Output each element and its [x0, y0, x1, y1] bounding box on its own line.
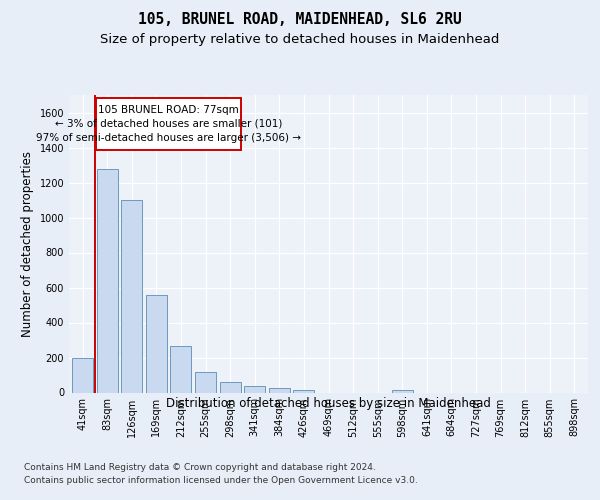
Text: 105, BRUNEL ROAD, MAIDENHEAD, SL6 2RU: 105, BRUNEL ROAD, MAIDENHEAD, SL6 2RU [138, 12, 462, 28]
Text: ← 3% of detached houses are smaller (101): ← 3% of detached houses are smaller (101… [55, 119, 283, 129]
Text: Size of property relative to detached houses in Maidenhead: Size of property relative to detached ho… [100, 32, 500, 46]
Bar [97, 170, 118, 392]
Bar [170, 346, 191, 393]
Bar [72, 358, 93, 392]
FancyBboxPatch shape [96, 98, 241, 150]
Bar [121, 200, 142, 392]
Text: Contains public sector information licensed under the Open Government Licence v3: Contains public sector information licen… [24, 476, 418, 485]
Text: 97% of semi-detached houses are larger (3,506) →: 97% of semi-detached houses are larger (… [36, 133, 301, 143]
Bar [146, 296, 167, 392]
Bar [220, 382, 241, 392]
Bar [293, 390, 314, 392]
Y-axis label: Number of detached properties: Number of detached properties [21, 151, 34, 337]
Text: Contains HM Land Registry data © Crown copyright and database right 2024.: Contains HM Land Registry data © Crown c… [24, 462, 376, 471]
Bar [392, 390, 413, 392]
Bar [195, 372, 216, 392]
Bar [244, 386, 265, 392]
Bar [269, 388, 290, 392]
Text: 105 BRUNEL ROAD: 77sqm: 105 BRUNEL ROAD: 77sqm [98, 105, 239, 115]
Text: Distribution of detached houses by size in Maidenhead: Distribution of detached houses by size … [166, 398, 491, 410]
